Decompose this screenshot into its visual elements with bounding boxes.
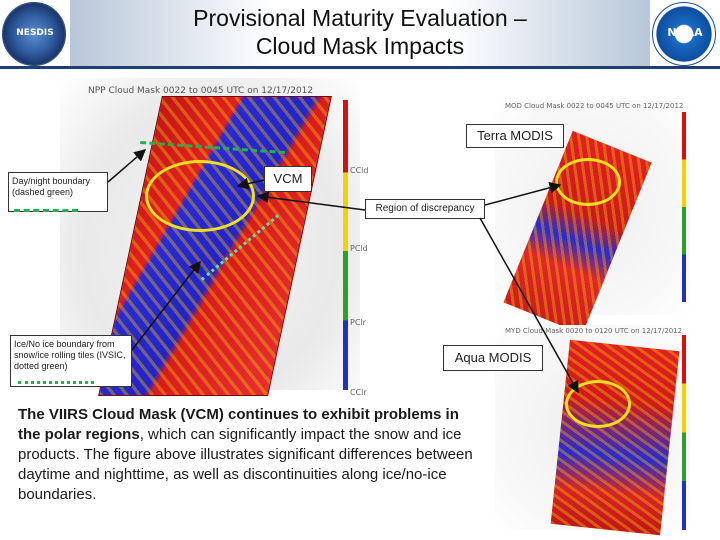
vcm-map-caption: NPP Cloud Mask 0022 to 0045 UTC on 12/17… bbox=[88, 86, 314, 96]
nesdis-logo: NESDIS bbox=[2, 2, 66, 66]
header-rule bbox=[0, 66, 720, 69]
terra-colorbar bbox=[682, 112, 686, 302]
slide-header: NESDIS Provisional Maturity Evaluation –… bbox=[0, 0, 720, 69]
aqua-colorbar bbox=[682, 335, 686, 530]
slide-title-line1: Provisional Maturity Evaluation – bbox=[193, 5, 527, 31]
terra-highlight-ellipse bbox=[555, 158, 621, 206]
slide-title-line2: Cloud Mask Impacts bbox=[255, 33, 465, 59]
colorbar-label-pclr: PClr bbox=[350, 318, 366, 327]
terra-map-caption: MOD Cloud Mask 0022 to 0045 UTC on 12/17… bbox=[505, 102, 684, 110]
summary-bold-text: The VIIRS Cloud Mask (VCM) continues to … bbox=[18, 406, 459, 443]
noaa-logo: NOAA bbox=[652, 2, 716, 66]
vcm-colorbar bbox=[343, 100, 348, 390]
ice-boundary-text: Ice/No ice boundary from snow/ice rollin… bbox=[14, 339, 126, 371]
header-gradient-band bbox=[70, 0, 650, 68]
aqua-modis-label: Aqua MODIS bbox=[443, 345, 543, 371]
daynight-boundary-legend: Day/night boundary (dashed green) bbox=[8, 172, 108, 212]
summary-rest-text: , which can significantly impact the sno… bbox=[18, 426, 473, 503]
region-of-discrepancy-label: Region of discrepancy bbox=[365, 199, 485, 219]
colorbar-label-cclr: CClr bbox=[350, 388, 367, 397]
vcm-highlight-ellipse bbox=[145, 160, 255, 232]
aqua-swath-image bbox=[550, 339, 680, 536]
daynight-legend-swatch bbox=[14, 209, 78, 212]
colorbar-label-pcld: PCld bbox=[350, 244, 368, 253]
daynight-boundary-text: Day/night boundary (dashed green) bbox=[12, 176, 91, 197]
vcm-label: VCM bbox=[264, 166, 312, 192]
ice-boundary-legend: Ice/No ice boundary from snow/ice rollin… bbox=[10, 335, 132, 387]
nesdis-logo-text: NESDIS bbox=[16, 28, 54, 38]
aqua-highlight-ellipse bbox=[565, 380, 631, 428]
aqua-map-caption: MYD Cloud Mask 0020 to 0120 UTC on 12/17… bbox=[505, 327, 683, 335]
slide-title: Provisional Maturity Evaluation – Cloud … bbox=[90, 4, 630, 60]
colorbar-label-ccld: CCld bbox=[350, 166, 369, 175]
summary-paragraph: The VIIRS Cloud Mask (VCM) continues to … bbox=[18, 405, 478, 505]
noaa-logo-text: NOAA bbox=[667, 26, 703, 39]
terra-modis-label: Terra MODIS bbox=[466, 124, 564, 148]
ice-legend-swatch bbox=[18, 381, 94, 384]
